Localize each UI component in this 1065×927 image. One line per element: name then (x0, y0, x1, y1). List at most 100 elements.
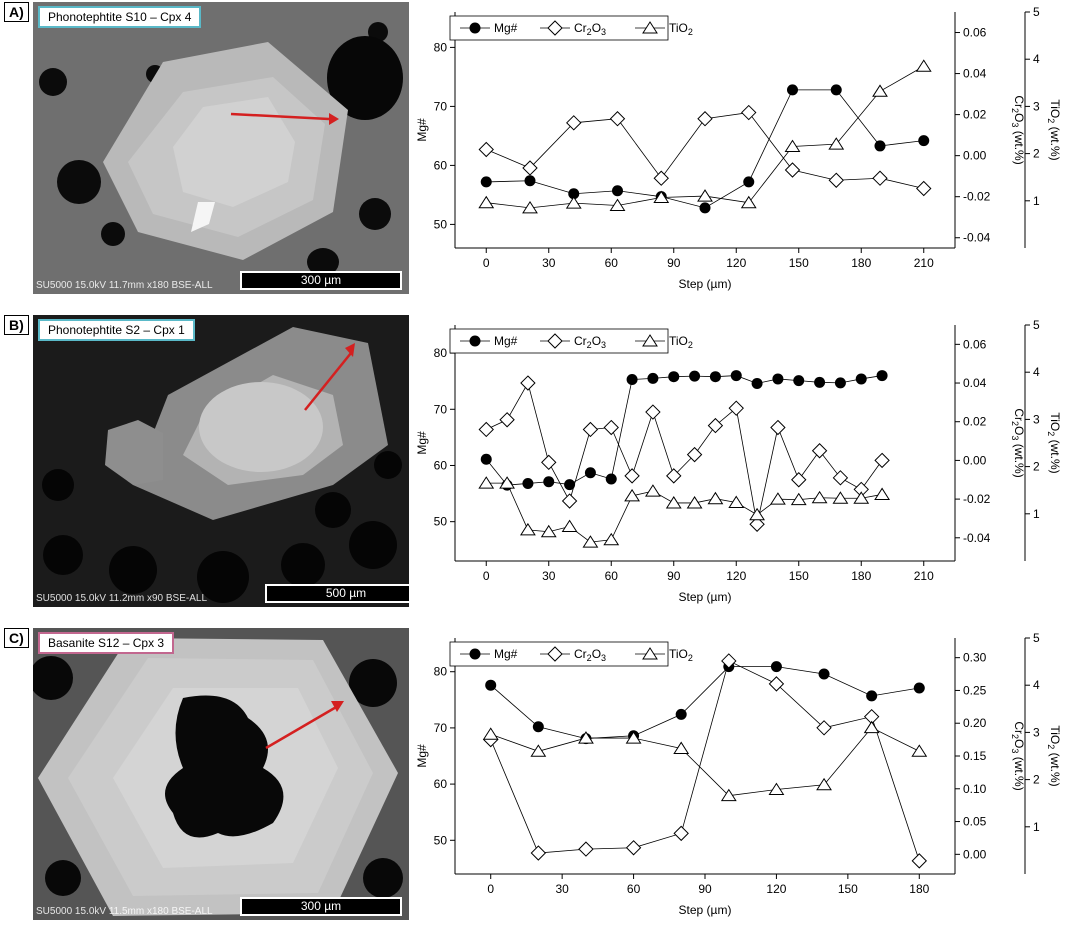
data-point-cr2o3 (582, 421, 599, 438)
data-point-tio2 (828, 137, 845, 150)
y3-tick-label: 3 (1033, 725, 1040, 739)
y2-tick-label: 0.15 (963, 749, 987, 763)
data-point-cr2o3 (721, 653, 737, 669)
data-point-cr2o3 (741, 104, 757, 121)
series-line-diamond (486, 381, 883, 525)
x-axis-label: Step (µm) (679, 277, 732, 291)
data-point-mg (522, 477, 534, 489)
y3-tick-label: 5 (1033, 631, 1040, 645)
legend-label: TiO2 (669, 334, 693, 350)
y-tick-label: 80 (434, 346, 448, 360)
y-tick-label: 50 (434, 515, 448, 529)
y2-tick-label: -0.02 (963, 492, 991, 506)
y-tick-label: 70 (434, 721, 448, 735)
y2-axis-label: Cr2O3 (wt.%) (1010, 721, 1026, 790)
data-point-mg (866, 690, 878, 702)
bse-image: Phonotephtite S2 – Cpx 1 SU5000 15.0kV 1… (33, 315, 409, 607)
y3-tick-label: 4 (1033, 678, 1040, 692)
legend-label: TiO2 (669, 647, 693, 663)
data-point-tio2 (499, 476, 515, 489)
sem-sample-label: Phonotephtite S10 – Cpx 4 (38, 6, 202, 28)
y3-tick-label: 5 (1033, 318, 1040, 332)
data-point-cr2o3 (625, 840, 642, 856)
data-point-mg (480, 176, 492, 188)
legend-label: TiO2 (669, 21, 693, 37)
data-point-cr2o3 (478, 141, 494, 158)
data-point-tio2 (853, 491, 870, 504)
data-point-mg (834, 377, 846, 389)
legend-marker-mg (469, 335, 481, 347)
data-point-tio2 (874, 487, 890, 500)
data-point-tio2 (816, 777, 832, 791)
y-axis-label: Mg# (415, 431, 429, 455)
data-point-tio2 (728, 495, 745, 508)
y2-tick-label: 0.20 (963, 716, 987, 730)
data-point-tio2 (770, 492, 786, 505)
y-tick-label: 80 (434, 665, 448, 679)
x-tick-label: 30 (555, 882, 569, 896)
data-point-cr2o3 (872, 170, 888, 186)
chart-c: 0 30 60 90 120 150 180 Step (µm) 50 60 70 80 Mg# 0.00… (415, 631, 1062, 917)
y2-tick-label: 0.10 (963, 782, 987, 796)
y-tick-label: 70 (434, 402, 448, 416)
legend: Mg# Cr2O3 TiO2 (449, 15, 693, 41)
data-point-tio2 (561, 519, 578, 533)
bse-micrograph (33, 2, 409, 294)
legend-label: Mg# (494, 21, 518, 35)
data-point-tio2 (645, 484, 661, 497)
data-point-mg (787, 84, 798, 96)
data-point-mg (568, 188, 580, 200)
legend-label: Mg# (494, 647, 518, 661)
bse-image: Phonotephtite S10 – Cpx 4 SU5000 15.0kV … (33, 2, 409, 294)
data-point-tio2 (520, 522, 536, 536)
y2-tick-label: 0.00 (963, 847, 987, 861)
data-point-cr2o3 (916, 180, 932, 197)
scale-bar: 300 µm (240, 897, 402, 916)
y-axis-label: Mg# (415, 744, 429, 768)
y-tick-label: 60 (434, 158, 448, 172)
data-point-cr2o3 (561, 493, 578, 509)
data-point-mg (524, 175, 536, 187)
legend-label: Mg# (494, 334, 518, 348)
data-point-cr2o3 (784, 162, 801, 178)
x-tick-label: 150 (789, 256, 809, 270)
data-point-mg (793, 375, 805, 387)
y-tick-label: 60 (434, 458, 448, 472)
y3-axis-label: TiO2 (wt.%) (1046, 412, 1062, 473)
y-tick-label: 50 (434, 833, 448, 847)
data-point-cr2o3 (749, 516, 765, 532)
data-point-tio2 (522, 200, 538, 214)
data-point-mg (605, 473, 617, 485)
legend-marker-tio2 (642, 21, 658, 34)
sem-sample-label: Phonotephtite S2 – Cpx 1 (38, 319, 195, 341)
panel-label: C) (4, 628, 29, 648)
y3-axis-label: TiO2 (wt.%) (1046, 99, 1062, 160)
data-point-cr2o3 (728, 400, 744, 416)
data-point-cr2o3 (791, 472, 807, 488)
data-point-tio2 (768, 782, 785, 796)
data-point-mg (751, 377, 763, 389)
data-point-mg (730, 370, 742, 382)
sem-sample-label: Basanite S12 – Cpx 3 (38, 632, 175, 654)
x-tick-label: 180 (909, 882, 929, 896)
panel-label: A) (4, 2, 29, 22)
data-point-cr2o3 (530, 845, 547, 861)
y2-tick-label: 0.02 (963, 108, 987, 122)
panel-c: C) Basanite S12 – Cpx 3 SU5000 15.0kV 11… (0, 626, 1065, 926)
data-point-mg (612, 185, 623, 197)
data-point-tio2 (686, 496, 703, 509)
sem-footer-text: SU5000 15.0kV 11.2mm x90 BSE-ALL (36, 593, 208, 604)
data-point-tio2 (478, 476, 495, 489)
data-point-cr2o3 (811, 443, 828, 459)
y2-axis-label: Cr2O3 (wt.%) (1010, 95, 1026, 164)
data-point-mg (874, 140, 886, 152)
x-tick-label: 90 (698, 882, 712, 896)
chart-a: 0 30 60 90 120 150 180 210 Step (µm) 50 60 70 80 Mg# -… (415, 5, 1062, 291)
data-point-cr2o3 (645, 404, 661, 420)
data-point-cr2o3 (697, 111, 713, 127)
data-point-mg (709, 371, 721, 383)
data-point-cr2o3 (522, 160, 538, 176)
x-tick-label: 60 (605, 256, 619, 270)
data-point-mg (485, 679, 497, 691)
y2-axis-label: Cr2O3 (wt.%) (1010, 408, 1026, 477)
